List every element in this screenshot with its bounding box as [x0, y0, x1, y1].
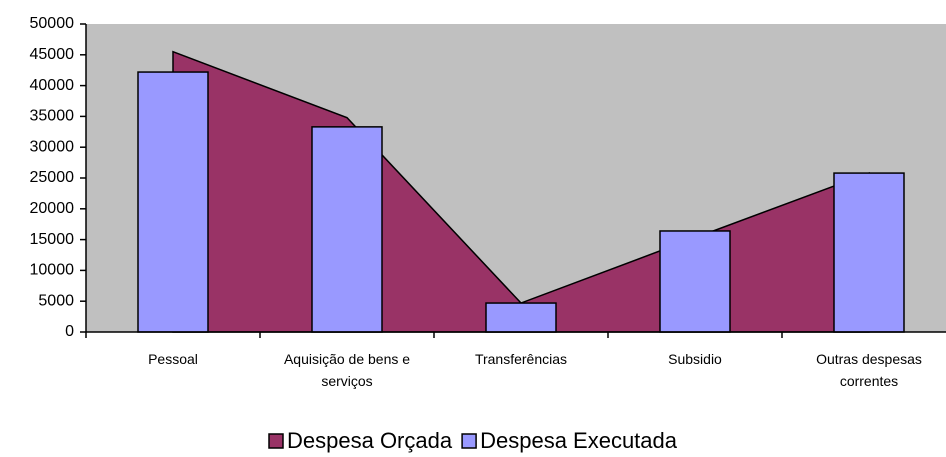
y-tick-label: 30000 — [30, 138, 75, 155]
bar — [833, 172, 905, 333]
y-tick-label: 10000 — [30, 262, 75, 279]
y-tick-label: 15000 — [30, 231, 75, 248]
y-tick-label: 45000 — [30, 46, 75, 63]
x-tick-label: Aquisição de bens e serviços — [283, 351, 411, 389]
y-tick-label: 20000 — [30, 200, 75, 217]
legend-swatch — [461, 433, 477, 449]
x-tick-label: Transferências — [474, 351, 568, 367]
y-tick-label: 35000 — [30, 108, 75, 125]
legend-swatch — [268, 433, 284, 449]
legend-label: Despesa Orçada — [287, 428, 453, 453]
y-tick-label: 25000 — [30, 169, 75, 186]
y-tick-label: 40000 — [30, 77, 75, 94]
x-tick-label: Pessoal — [148, 351, 198, 367]
x-tick-label: Subsidio — [668, 351, 722, 367]
bar — [137, 71, 209, 333]
legend: Despesa Orçada Despesa Executada — [268, 428, 678, 453]
bar — [485, 302, 557, 333]
y-tick-label: 0 — [65, 323, 74, 340]
y-tick-label: 50000 — [30, 15, 75, 32]
bar — [311, 126, 383, 333]
bar — [659, 230, 731, 333]
legend-label: Despesa Executada — [480, 428, 678, 453]
y-tick-label: 5000 — [38, 292, 74, 309]
x-tick-label: Outras despesas correntes — [816, 351, 922, 389]
